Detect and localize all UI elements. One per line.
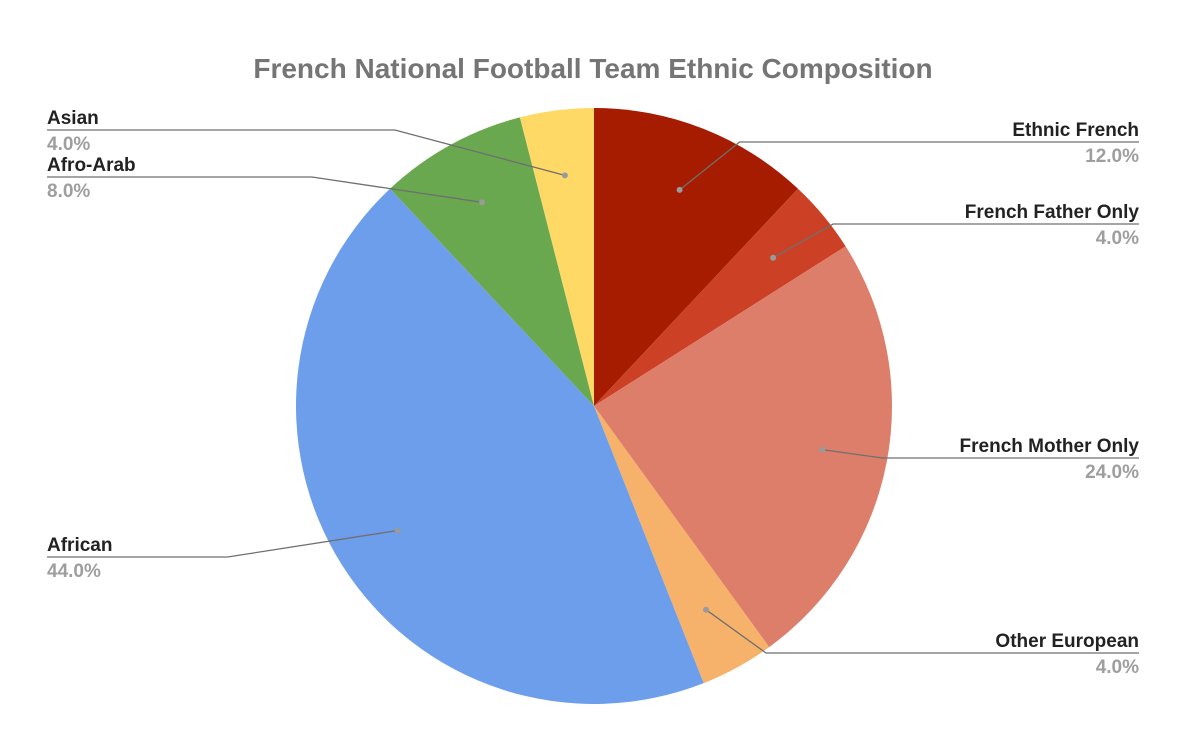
- chart-title: French National Football Team Ethnic Com…: [253, 53, 932, 84]
- pie-slice-asian: [519, 108, 594, 406]
- slice-label-other-european: Other European: [995, 631, 1139, 652]
- slice-value-afro-arab: 8.0%: [47, 181, 90, 202]
- slice-label-french-father-only: French Father Only: [965, 202, 1140, 223]
- slice-label-african: African: [47, 535, 112, 556]
- slice-value-other-european: 4.0%: [1096, 657, 1139, 678]
- anchor-dot-other-european: [703, 606, 709, 613]
- leader-line-french-father-only: [772, 223, 1139, 259]
- pie-slice-african: [296, 188, 704, 704]
- leader-line-african: [47, 529, 398, 558]
- leader-line-ethnic-french: [679, 141, 1139, 191]
- pie-slice-ethnic-french: [594, 108, 798, 406]
- pie-slice-french-mother-only: [594, 246, 893, 648]
- slice-labels: Ethnic French 12.0% French Father Only 4.0%…: [47, 108, 1139, 678]
- leader-line-asian: [47, 129, 566, 177]
- slice-value-french-mother-only: 24.0%: [1085, 462, 1139, 483]
- slice-label-french-mother-only: French Mother Only: [960, 436, 1140, 457]
- pie-slice-french-father-only: [594, 188, 846, 406]
- slice-value-asian: 4.0%: [47, 134, 90, 155]
- leader-line-other-european: [705, 609, 1139, 654]
- pie-slice-other-european: [594, 406, 770, 684]
- pie-slice-afro-arab: [390, 117, 594, 407]
- slice-label-afro-arab: Afro-Arab: [47, 155, 136, 176]
- slice-value-french-father-only: 4.0%: [1096, 228, 1139, 249]
- anchor-dot-french-mother-only: [819, 446, 826, 453]
- leader-line-afro-arab: [47, 176, 483, 203]
- slice-label-asian: Asian: [47, 108, 99, 129]
- anchor-dot-afro-arab: [479, 199, 485, 206]
- anchor-dot-french-father-only: [770, 254, 777, 261]
- anchor-dot-ethnic-french: [676, 186, 683, 193]
- leader-line-french-mother-only: [822, 448, 1139, 459]
- pie-slices: [296, 108, 893, 704]
- anchor-dot-asian: [561, 172, 568, 179]
- slice-label-ethnic-french: Ethnic French: [1012, 120, 1139, 141]
- anchor-dot-african: [394, 527, 401, 534]
- slice-value-ethnic-french: 12.0%: [1085, 146, 1139, 167]
- slice-value-african: 44.0%: [47, 561, 101, 582]
